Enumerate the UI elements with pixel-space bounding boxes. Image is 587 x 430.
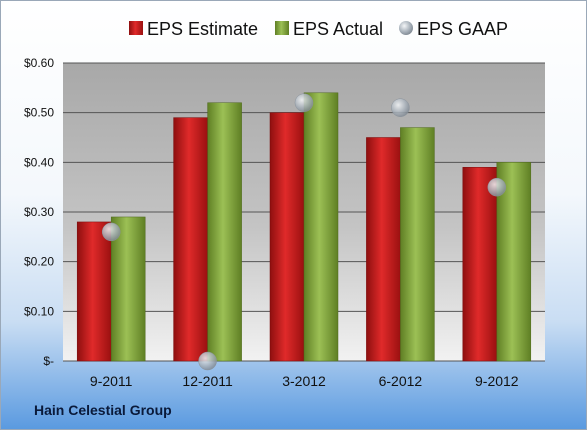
y-tick-label: $0.30 (24, 205, 54, 219)
legend-estimate: EPS Estimate (129, 19, 258, 39)
y-tick-label: $0.10 (24, 304, 54, 318)
legend-actual-label: EPS Actual (293, 19, 383, 39)
gaap-markers (101, 93, 507, 371)
eps-actual-bar (496, 162, 532, 362)
eps-gaap-marker (391, 98, 410, 117)
eps-gaap-marker (101, 222, 121, 242)
eps-actual-bar (110, 216, 146, 362)
eps-estimate-bar (366, 137, 401, 362)
legend-estimate-label: EPS Estimate (147, 19, 258, 39)
y-axis-ticks: $- $0.10 $0.20 $0.30 $0.40 $0.50 $0.60 (24, 56, 54, 368)
legend-gaap-label: EPS GAAP (417, 19, 508, 39)
legend-actual: EPS Actual (275, 19, 383, 39)
eps-gaap-marker (294, 93, 314, 112)
eps-estimate-bar (76, 221, 112, 362)
legend-actual-swatch (275, 21, 289, 35)
eps-estimate-bar (173, 117, 208, 362)
legend: EPS Estimate EPS Actual EPS GAAP (129, 19, 508, 39)
y-tick-label: $0.40 (24, 155, 54, 169)
y-tick-label: $0.60 (24, 56, 54, 70)
company-name: Hain Celestial Group (34, 402, 172, 418)
eps-actual-bar (207, 102, 242, 362)
x-category-label: 6-2012 (379, 373, 423, 389)
legend-gaap: EPS GAAP (399, 19, 508, 39)
bars (76, 92, 532, 362)
x-category-label: 3-2012 (282, 373, 326, 389)
x-axis-categories: 9-2011 12-2011 3-2012 6-2012 9-2012 (90, 373, 519, 389)
y-tick-label: $0.50 (24, 106, 54, 120)
eps-estimate-bar (269, 112, 305, 362)
y-tick-label: $- (43, 354, 54, 368)
x-category-label: 9-2011 (90, 373, 133, 389)
eps-gaap-marker (487, 177, 507, 197)
legend-estimate-swatch (129, 21, 143, 35)
eps-actual-bar (303, 92, 339, 362)
legend-gaap-swatch (399, 21, 413, 35)
y-tick-label: $0.20 (24, 255, 54, 269)
eps-estimate-bar (462, 167, 498, 362)
x-category-label: 9-2012 (475, 373, 519, 389)
eps-gaap-marker (198, 351, 217, 371)
x-category-label: 12-2011 (182, 373, 233, 389)
eps-actual-bar (400, 127, 435, 362)
